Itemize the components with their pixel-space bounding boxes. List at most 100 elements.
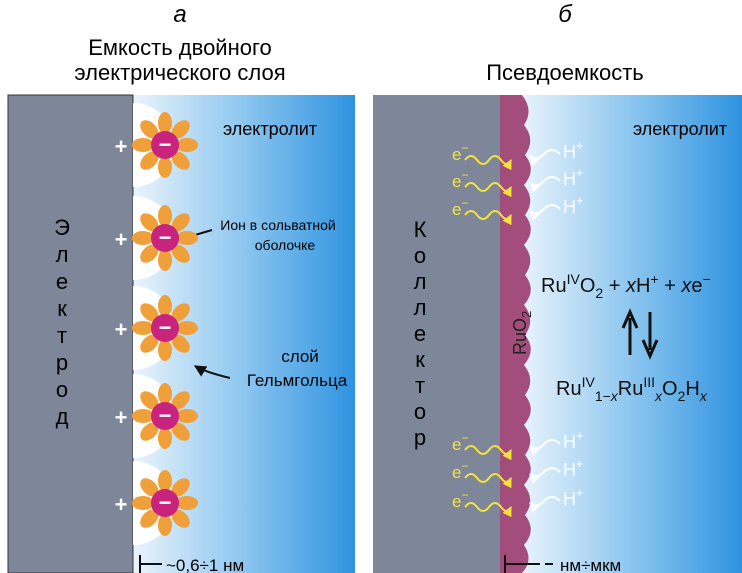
solvent-molecule: [176, 496, 198, 510]
equation-part: 2: [678, 388, 686, 404]
solvent-molecule: [158, 295, 172, 317]
proton-base: H: [563, 169, 576, 189]
equation-part: Ru: [618, 378, 644, 400]
equation-part: O: [580, 275, 596, 297]
solvent-molecule: [176, 138, 198, 152]
ion-charge: −: [159, 490, 172, 515]
equation-part: 2: [595, 285, 603, 301]
solvent-molecule: [158, 383, 172, 405]
electron-base: e: [452, 463, 461, 482]
title-line: электрического слоя: [74, 60, 285, 85]
equation-part: +: [659, 275, 682, 297]
collector-letter: о: [414, 243, 426, 268]
electron-base: e: [452, 435, 461, 454]
equation-part: Ru: [541, 275, 567, 297]
solvent-molecule: [132, 496, 154, 510]
equation-part: 1−: [595, 388, 611, 404]
electrode-letter: т: [57, 323, 67, 348]
electron-sup: −: [461, 431, 468, 445]
proton-sup: +: [576, 485, 584, 500]
equation-part: x: [699, 388, 708, 404]
electron-sup: −: [461, 168, 468, 182]
surface-charge: +: [115, 492, 128, 517]
ion-charge: −: [159, 315, 172, 340]
solvent-molecule: [158, 470, 172, 492]
proton-base: H: [563, 460, 576, 480]
ion-charge: −: [159, 403, 172, 428]
electrolyte-label: электролит: [223, 119, 317, 139]
proton-base: H: [563, 432, 576, 452]
equation-part: IV: [582, 374, 596, 390]
surface-charge: +: [115, 317, 128, 342]
solvent-molecule: [176, 321, 198, 335]
electron-sup: −: [461, 459, 468, 473]
electrode-letter: д: [56, 404, 69, 429]
layer-sub: 2: [519, 311, 534, 318]
electrode-letter: л: [56, 242, 69, 267]
solvent-molecule: [158, 249, 172, 271]
equation: RuIVO2 + xH+ + xe−: [541, 271, 711, 301]
collector-letter: е: [414, 321, 426, 346]
electrolyte-label: электролит: [633, 119, 727, 139]
proton-sup: +: [576, 193, 584, 208]
scale-label: ~0,6÷1 нм: [166, 556, 244, 573]
solvent-molecule: [176, 409, 198, 423]
ion-label: оболочке: [255, 237, 316, 253]
solvent-molecule: [158, 427, 172, 449]
surface-charge: +: [115, 227, 128, 252]
proton-base: H: [563, 142, 576, 162]
equation-part: IV: [567, 271, 581, 287]
ion-charge: −: [159, 132, 172, 157]
surface-charge: +: [115, 134, 128, 159]
collector: [373, 95, 505, 573]
solvent-molecule: [132, 321, 154, 335]
layer-base: RuO: [510, 318, 530, 355]
electron-base: e: [452, 492, 461, 511]
solvent-molecule: [158, 205, 172, 227]
solvent-molecule: [158, 112, 172, 134]
proton-sup: +: [576, 428, 584, 443]
proton-sup: +: [576, 456, 584, 471]
electrode-letter: Э: [54, 215, 70, 240]
equation-part: +: [650, 271, 658, 287]
solvent-molecule: [132, 409, 154, 423]
equation-part: III: [643, 374, 655, 390]
collector-letter: к: [415, 347, 425, 372]
collector-letter: р: [414, 425, 426, 450]
solvent-molecule: [132, 231, 154, 245]
electron-sup: −: [461, 141, 468, 155]
ion-charge: −: [159, 225, 172, 250]
solvent-molecule: [132, 138, 154, 152]
surface-charge: +: [115, 405, 128, 430]
collector-letter: о: [414, 399, 426, 424]
diagram: а Емкость двойного электрического слоя б…: [0, 0, 742, 573]
title: Псевдоемкость: [486, 60, 644, 85]
equation: RuIV1−xRuIIIxO2Hx: [556, 374, 708, 404]
proton-sup: +: [576, 165, 584, 180]
electron-base: e: [452, 172, 461, 191]
proton-base: H: [563, 197, 576, 217]
ion-label: Ион в сольватной: [220, 217, 335, 233]
equation-part: H: [685, 378, 699, 400]
solvent-molecule: [158, 339, 172, 361]
equation-part: O: [662, 378, 678, 400]
solvent-molecule: [158, 514, 172, 536]
collector-letter: л: [414, 295, 427, 320]
collector-letter: К: [414, 217, 427, 242]
equation-part: e: [691, 275, 702, 297]
electrode-letter: р: [56, 350, 68, 375]
proton-base: H: [563, 489, 576, 509]
solvent-molecule: [158, 156, 172, 178]
helmholtz-label: слой: [281, 347, 319, 366]
electron-base: e: [452, 200, 461, 219]
equation-part: −: [703, 271, 711, 287]
helmholtz-label: Гельмгольца: [247, 371, 348, 390]
electron-sup: −: [461, 196, 468, 210]
scale-label: нм÷мкм: [560, 556, 621, 573]
solvent-molecule: [176, 231, 198, 245]
equation-part: H: [636, 275, 650, 297]
electrode-letter: е: [56, 269, 68, 294]
proton-sup: +: [576, 138, 584, 153]
panel-letter: б: [558, 1, 573, 28]
electron-base: e: [452, 145, 461, 164]
